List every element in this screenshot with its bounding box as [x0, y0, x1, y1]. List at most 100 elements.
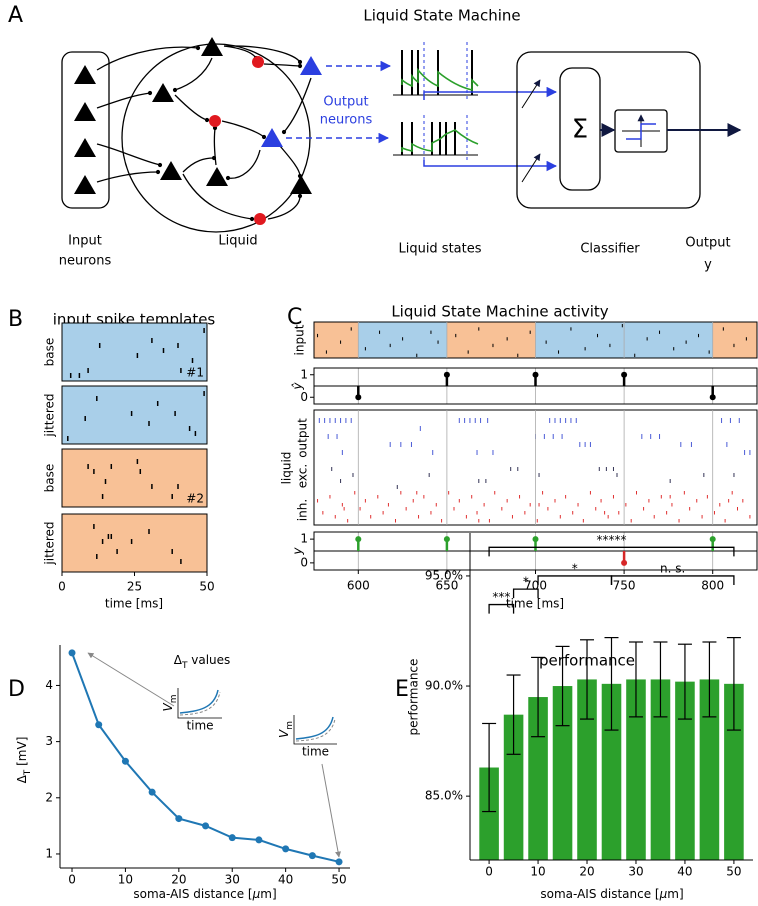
x-tick-label: 0 — [68, 873, 76, 887]
states-label: Liquid states — [398, 242, 481, 257]
y-tick-label: 1 — [300, 532, 308, 546]
chart-title: ΔT values — [174, 653, 231, 671]
classifier-label: Classifier — [580, 242, 640, 257]
bar — [626, 679, 646, 860]
template-tag: #2 — [186, 492, 204, 506]
bar — [724, 683, 744, 860]
y-axis-label: ΔT [mV] — [15, 737, 33, 784]
x-tick-label: 40 — [677, 865, 692, 879]
template-background — [61, 322, 208, 382]
sum-symbol: Σ — [572, 115, 588, 145]
group-label: inh. — [296, 499, 310, 521]
bar — [675, 681, 695, 860]
x-tick-label: 40 — [278, 873, 293, 887]
stem-marker — [532, 536, 539, 543]
inset-y-label-part: V — [161, 703, 175, 712]
inset-y-label: Vm — [161, 695, 179, 712]
y-axis-label-part: [mV] — [15, 737, 29, 770]
output-label: y — [704, 258, 712, 273]
readout-arrows — [286, 60, 392, 144]
y-tick-label: 85.0% — [425, 789, 463, 803]
x-tick-label: 50 — [726, 865, 741, 879]
x-axis-label: time [ms] — [105, 597, 163, 611]
group-label: exc. — [296, 464, 310, 488]
y-tick-label: 95.0% — [425, 568, 463, 582]
data-point — [255, 836, 263, 844]
x-tick-label: 10 — [530, 865, 545, 879]
x-tick-label: 50 — [331, 873, 346, 887]
significance-label: * — [572, 561, 578, 575]
data-point — [121, 757, 129, 765]
input-label: Input — [68, 234, 102, 249]
bar — [528, 697, 548, 860]
data-point — [68, 649, 76, 657]
x-axis-label: soma-AIS distance [μm] — [133, 887, 276, 901]
output-neurons-label: neurons — [320, 113, 373, 128]
significance-bracket — [488, 546, 735, 557]
chart-title-part: T — [181, 661, 188, 671]
inset-x-label: time — [302, 745, 329, 759]
data-point — [202, 822, 210, 830]
y-tick-label: 4 — [45, 678, 53, 692]
liquid-state-traces — [393, 42, 558, 172]
row-label: jittered — [43, 393, 57, 437]
x-axis-label: soma-AIS distance [μm] — [540, 887, 683, 901]
row-label: base — [43, 338, 57, 367]
data-point — [335, 858, 343, 866]
x-axis-label-part: m] — [260, 887, 276, 901]
y-tick-label: 0 — [300, 555, 308, 569]
y-tick-label: 1 — [45, 846, 53, 860]
data-point — [228, 834, 236, 842]
output-neurons — [261, 56, 322, 147]
y-axis-label: performance — [407, 659, 421, 736]
weight-arrows — [521, 79, 541, 183]
input-neurons — [74, 65, 96, 194]
inset-curve-ref — [295, 718, 336, 742]
y-axis-label-part: Δ — [15, 774, 29, 783]
bar — [601, 683, 622, 860]
inset-y-label-part: V — [277, 729, 291, 738]
inset-x-label: time — [186, 719, 213, 733]
x-tick-label: 20 — [171, 873, 186, 887]
stem-marker — [709, 394, 716, 401]
stem-marker — [443, 536, 450, 543]
panel-label: D — [8, 677, 25, 702]
stem-marker — [621, 559, 628, 566]
output-neurons-label: Output — [323, 95, 368, 110]
data-point — [95, 721, 103, 729]
y-tick-label: 3 — [45, 734, 53, 748]
x-tick-label: 800 — [701, 579, 724, 593]
inset-y-label-part: m — [285, 721, 295, 730]
panel-row-label: liquid — [280, 452, 294, 485]
panel-row-label: input — [293, 324, 307, 355]
inset-y-label: Vm — [277, 721, 295, 738]
x-tick-label: 10 — [118, 873, 133, 887]
significance-label: * — [523, 575, 529, 589]
x-tick-label: 50 — [199, 580, 214, 594]
x-tick-label: 650 — [435, 579, 458, 593]
panel-a: A Liquid State Machine — [8, 3, 742, 273]
panel-row-label: y — [291, 547, 305, 556]
bar — [577, 679, 597, 860]
x-tick-label: 0 — [485, 865, 493, 879]
y-tick-label: 1 — [300, 367, 308, 381]
inset-pointer — [321, 763, 341, 858]
x-tick-label: 750 — [613, 579, 636, 593]
input-segment — [712, 322, 757, 358]
inset-axes — [293, 715, 337, 745]
inset-curve — [179, 689, 219, 714]
x-axis-label-part: μ — [659, 887, 668, 901]
stem-marker — [355, 536, 362, 543]
liquid-circle — [121, 43, 311, 233]
panel-label: C — [287, 305, 302, 330]
bar — [650, 679, 671, 860]
x-axis-label-part: soma-AIS distance [ — [133, 887, 252, 901]
y-tick-label: 2 — [45, 790, 53, 804]
significance-label: *** — [492, 590, 510, 604]
panel-label: B — [8, 307, 23, 332]
y-tick-label: 0 — [300, 390, 308, 404]
input-segment — [446, 322, 536, 358]
panel-row-label: ŷ — [291, 382, 305, 391]
data-point — [175, 815, 183, 823]
